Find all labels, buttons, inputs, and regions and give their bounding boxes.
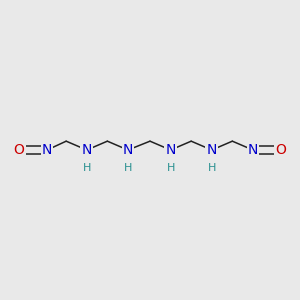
- Text: H: H: [124, 163, 132, 172]
- Text: O: O: [275, 143, 286, 157]
- Text: H: H: [208, 163, 216, 172]
- Text: N: N: [165, 143, 176, 157]
- Text: N: N: [207, 143, 217, 157]
- Text: N: N: [42, 143, 52, 157]
- Text: N: N: [123, 143, 133, 157]
- Text: H: H: [82, 163, 91, 172]
- Text: O: O: [14, 143, 25, 157]
- Text: N: N: [248, 143, 258, 157]
- Text: N: N: [82, 143, 92, 157]
- Text: H: H: [167, 163, 175, 172]
